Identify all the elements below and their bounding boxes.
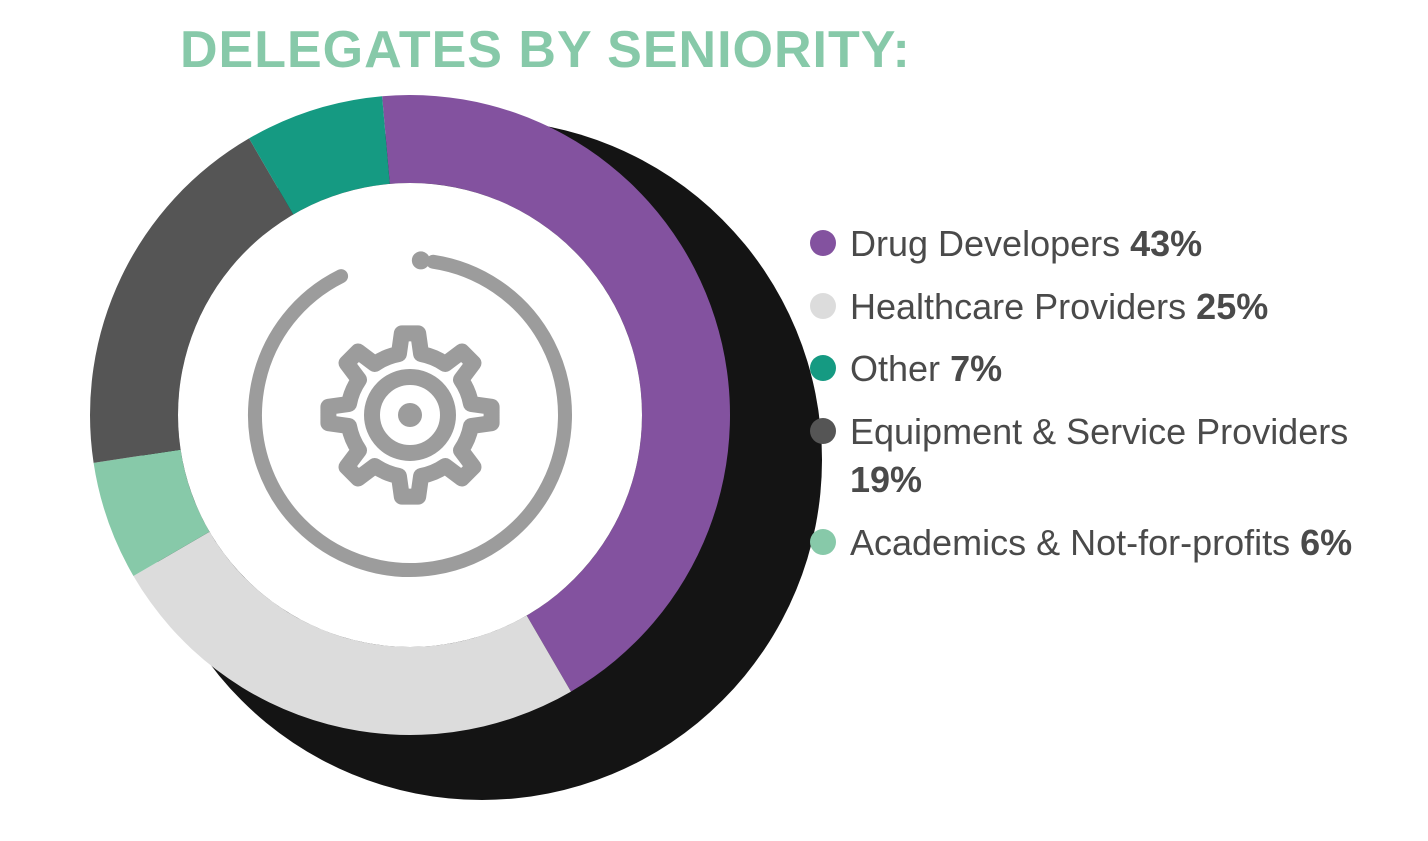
legend-label: Healthcare Providers 25% [850,283,1268,332]
legend-pct: 6% [1300,522,1352,563]
legend-label: Drug Developers 43% [850,220,1202,269]
donut-svg [90,95,730,735]
donut-chart [90,95,810,815]
legend-pct: 43% [1130,223,1202,264]
legend-pct: 19% [850,459,922,500]
legend-pct: 7% [950,348,1002,389]
legend-label-text: Other [850,348,940,389]
legend-item: Equipment & Service Providers 19% [810,408,1370,505]
legend-label-text: Equipment & Service Providers [850,411,1348,452]
legend-item: Academics & Not-for-profits 6% [810,519,1370,568]
legend-dot [810,293,836,319]
legend-dot [810,355,836,381]
legend-item: Other 7% [810,345,1370,394]
legend-label-text: Academics & Not-for-profits [850,522,1290,563]
legend-label-text: Drug Developers [850,223,1120,264]
legend-label: Equipment & Service Providers 19% [850,408,1370,505]
legend-pct: 25% [1196,286,1268,327]
legend-item: Drug Developers 43% [810,220,1370,269]
legend-item: Healthcare Providers 25% [810,283,1370,332]
legend-label: Other 7% [850,345,1002,394]
chart-title: DELEGATES BY SENIORITY: [180,20,911,80]
legend-label: Academics & Not-for-profits 6% [850,519,1352,568]
legend-dot [810,418,836,444]
legend-label-text: Healthcare Providers [850,286,1186,327]
legend-dot [810,529,836,555]
legend-dot [810,230,836,256]
legend: Drug Developers 43% Healthcare Providers … [810,220,1370,582]
